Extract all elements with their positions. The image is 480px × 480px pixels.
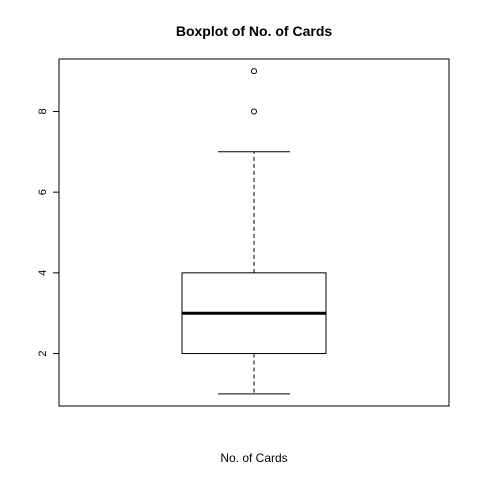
y-tick-label: 8 bbox=[37, 108, 49, 114]
outlier-point bbox=[251, 108, 257, 115]
chart-title: Boxplot of No. of Cards bbox=[176, 23, 333, 39]
y-tick-label: 2 bbox=[37, 350, 49, 356]
box-plot-group bbox=[181, 68, 327, 395]
x-axis-label: No. of Cards bbox=[220, 451, 287, 465]
y-tick-label: 4 bbox=[37, 270, 49, 276]
y-axis: 2 4 6 8 bbox=[37, 108, 60, 357]
outlier-point bbox=[251, 68, 257, 75]
y-tick-label: 6 bbox=[37, 189, 49, 195]
